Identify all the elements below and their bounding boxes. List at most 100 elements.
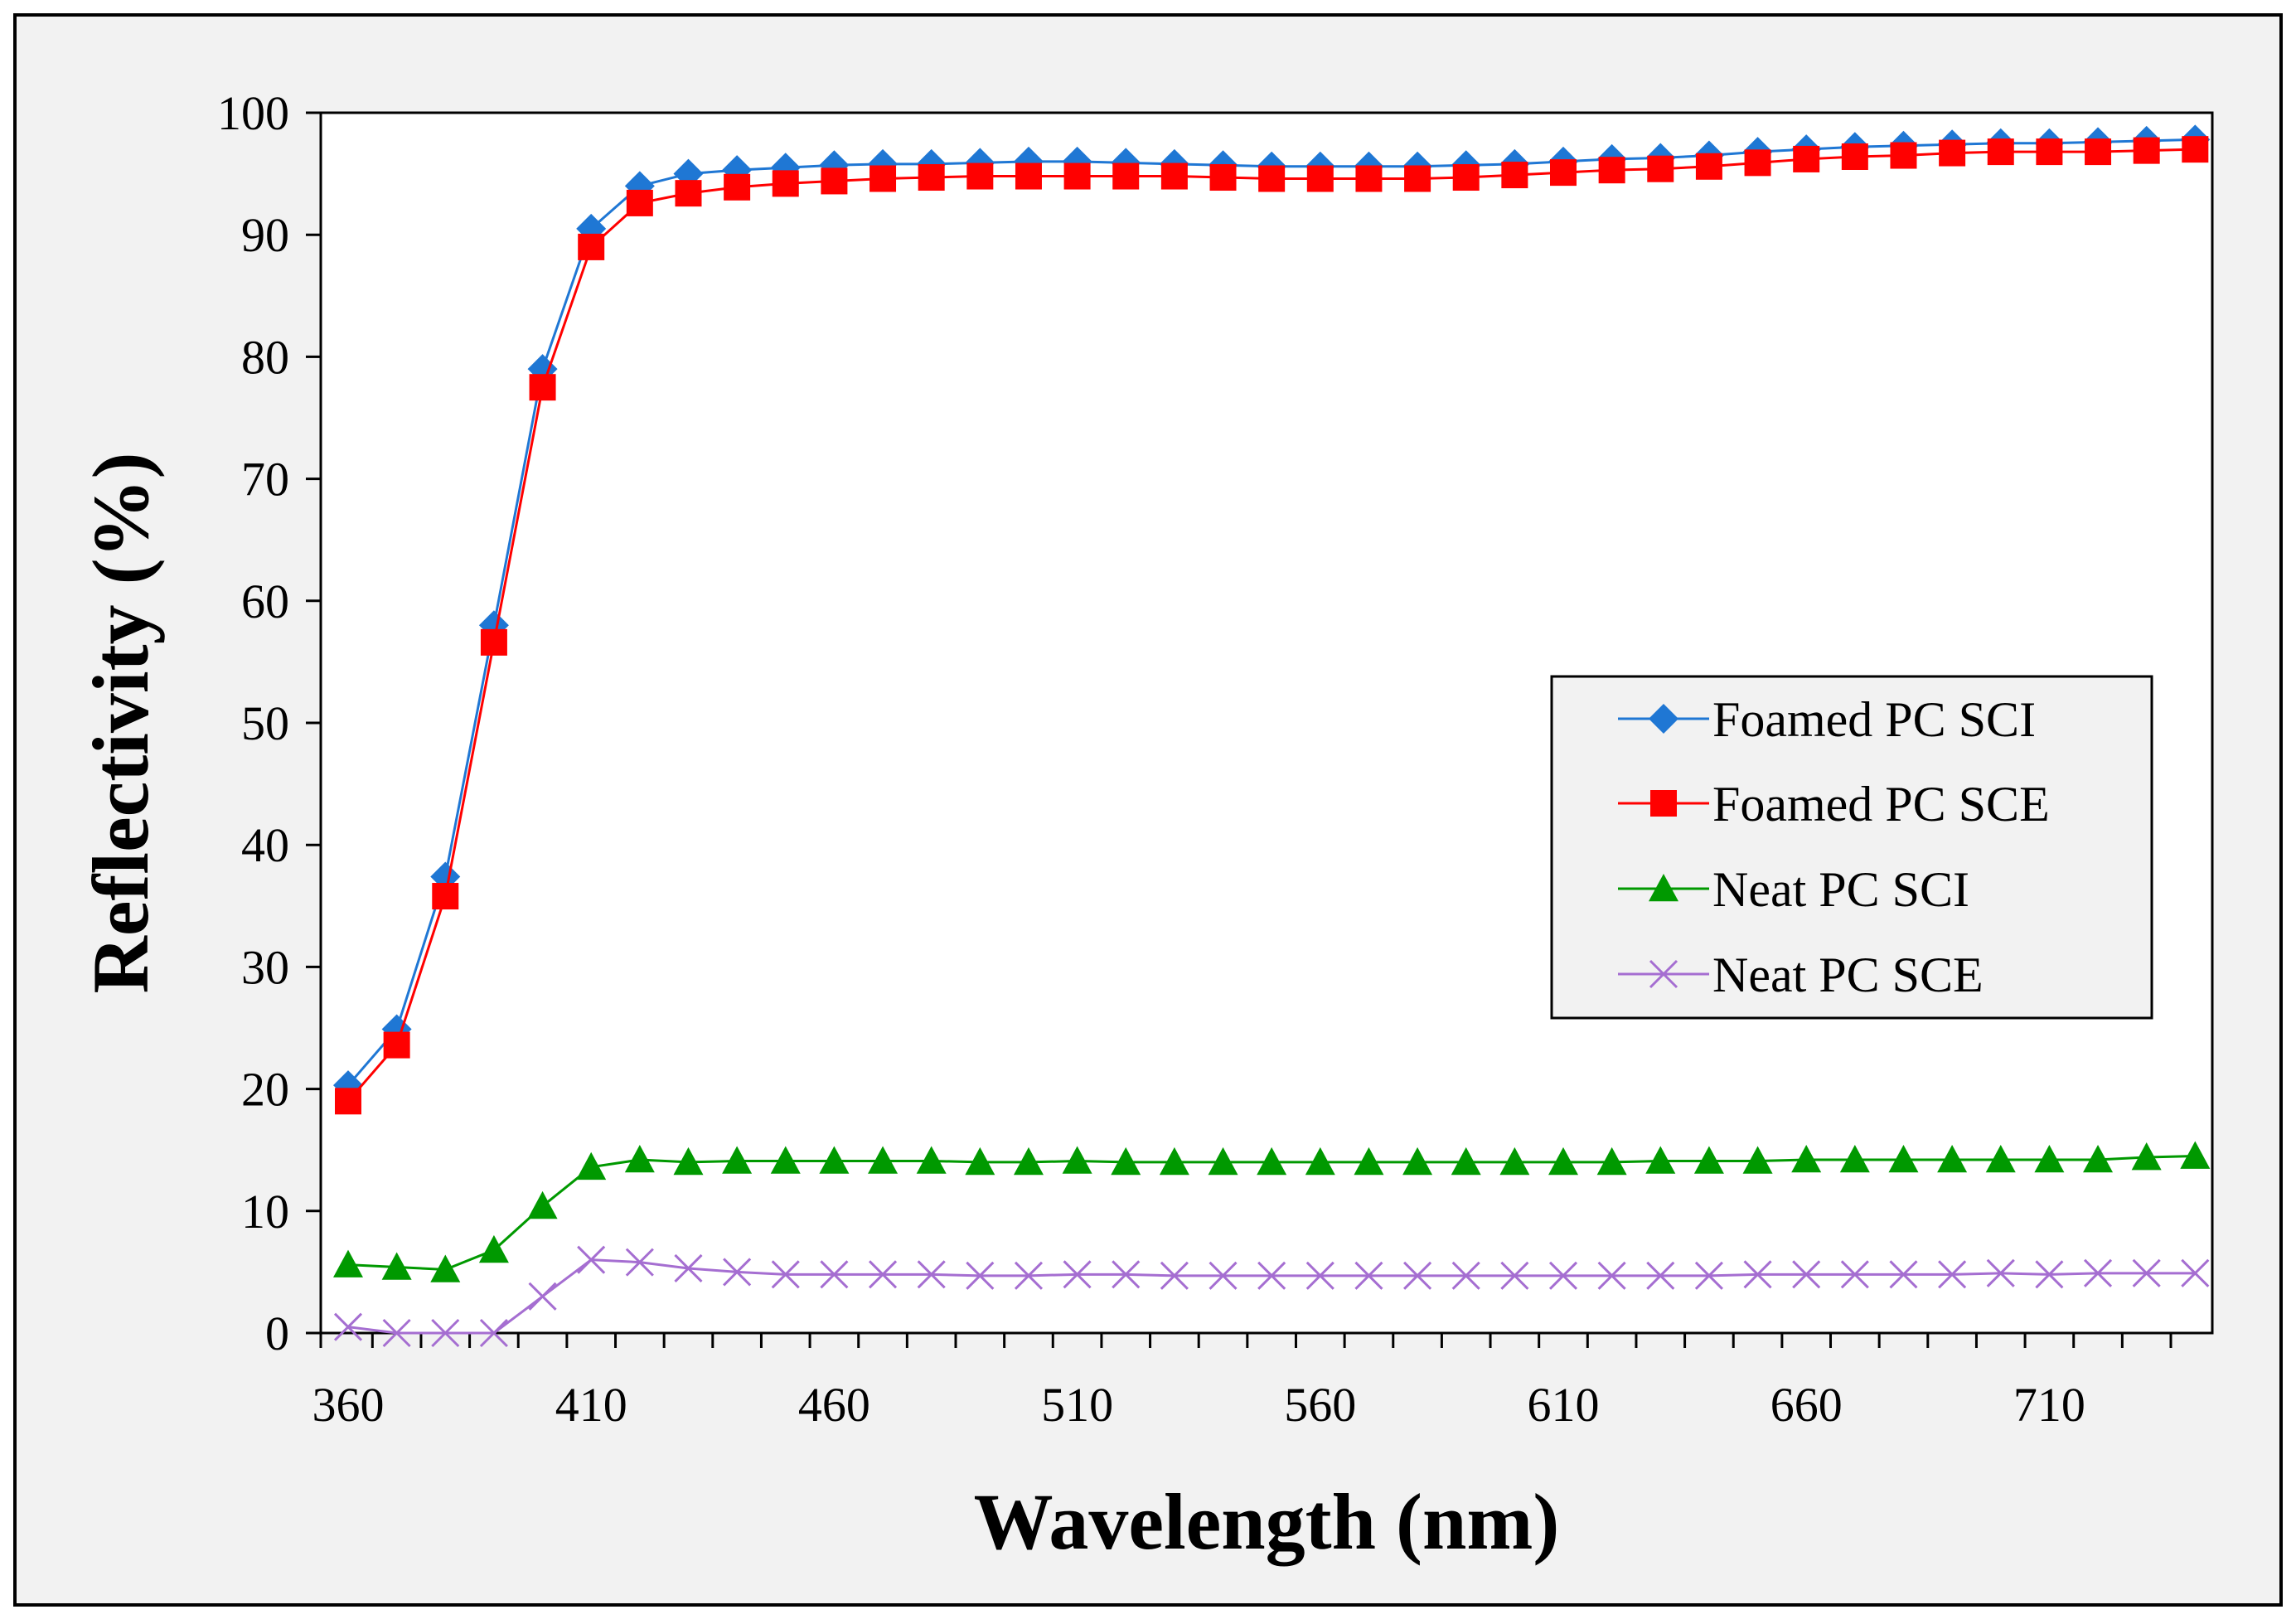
data-point-neat-pc-sce	[382, 1318, 411, 1348]
data-point-foamed-pc-sce	[1793, 145, 1820, 172]
marker-stroke	[1889, 1260, 1918, 1289]
y-tick-label: 100	[217, 86, 289, 140]
data-point-foamed-pc-sce	[1258, 165, 1286, 192]
data-point-neat-pc-sci	[1548, 1146, 1578, 1176]
data-point-neat-pc-sci	[673, 1146, 704, 1176]
marker-stroke	[431, 1318, 460, 1348]
data-point-neat-pc-sci	[1888, 1144, 1919, 1173]
data-point-foamed-pc-sce	[1695, 153, 1722, 180]
data-point-foamed-pc-sce	[1112, 162, 1140, 190]
data-point-neat-pc-sce	[1451, 1261, 1480, 1290]
data-point-neat-pc-sce	[1403, 1261, 1432, 1290]
data-point-foamed-pc-sce	[675, 180, 702, 207]
y-tick-label: 20	[241, 1063, 289, 1117]
marker-stroke	[1305, 1261, 1334, 1290]
data-point-foamed-pc-sce	[1841, 143, 1868, 170]
data-point-neat-pc-sce	[966, 1261, 995, 1290]
marker-stroke	[1354, 1261, 1383, 1290]
data-point-foamed-pc-sce	[383, 1031, 410, 1059]
data-point-neat-pc-sci	[1742, 1146, 1773, 1174]
data-point-foamed-pc-sce	[1647, 155, 1674, 182]
series-neat-pc-sce	[333, 1245, 2210, 1348]
y-tick-label: 70	[241, 453, 289, 507]
data-point-foamed-pc-sce	[1063, 162, 1091, 190]
data-point-foamed-pc-sce	[1355, 165, 1383, 192]
data-point-foamed-pc-sce	[869, 165, 897, 192]
data-point-neat-pc-sci	[1159, 1146, 1189, 1176]
marker-stroke	[1646, 1261, 1675, 1290]
marker-stroke	[1257, 1261, 1286, 1290]
data-point-neat-pc-sce	[1305, 1261, 1334, 1290]
marker-stroke	[1597, 1261, 1626, 1290]
x-tick-label: 460	[798, 1378, 870, 1432]
data-point-neat-pc-sce	[1938, 1260, 1967, 1289]
data-point-neat-pc-sce	[1063, 1260, 1092, 1289]
axis-ticks	[306, 111, 2172, 1348]
data-point-neat-pc-sci	[1305, 1146, 1335, 1176]
data-point-foamed-pc-sce	[1939, 139, 1966, 167]
data-point-neat-pc-sce	[2181, 1258, 2210, 1287]
data-point-foamed-pc-sce	[1404, 165, 1431, 192]
series-neat-pc-sci	[333, 1141, 2211, 1282]
marker-stroke	[771, 1260, 800, 1289]
data-point-neat-pc-sce	[1743, 1260, 1772, 1289]
data-point-neat-pc-sce	[1548, 1261, 1578, 1290]
marker-stroke	[1792, 1260, 1821, 1289]
data-point-neat-pc-sce	[2083, 1258, 2113, 1287]
marker-stroke	[528, 1282, 557, 1311]
data-point-neat-pc-sce	[625, 1248, 654, 1277]
legend-item-neat-pc-sce: Neat PC SCE	[1618, 948, 1984, 1002]
marker-stroke	[2132, 1258, 2161, 1287]
marker-stroke	[2181, 1258, 2210, 1287]
marker-stroke	[966, 1261, 995, 1290]
marker-stroke	[1403, 1261, 1432, 1290]
marker-stroke	[625, 1248, 654, 1277]
marker-stroke	[1649, 959, 1678, 989]
data-point-foamed-pc-sce	[1015, 162, 1042, 190]
y-tick-label: 40	[241, 818, 289, 872]
data-point-neat-pc-sce	[1792, 1260, 1821, 1289]
marker-stroke	[2035, 1260, 2064, 1289]
marker-stroke	[1209, 1261, 1238, 1290]
data-point-foamed-pc-sce	[2182, 136, 2209, 163]
data-point-neat-pc-sce	[1889, 1260, 1918, 1289]
data-point-neat-pc-sce	[1014, 1261, 1044, 1290]
data-point-foamed-pc-sce	[724, 173, 751, 201]
x-tick-label: 360	[312, 1378, 385, 1432]
marker-stroke	[1063, 1260, 1092, 1289]
data-point-neat-pc-sce	[528, 1282, 557, 1311]
legend-marker	[1649, 704, 1678, 734]
data-point-neat-pc-sce	[1500, 1261, 1529, 1290]
data-point-neat-pc-sci	[624, 1144, 655, 1173]
data-point-foamed-pc-sce	[772, 170, 799, 197]
legend: Foamed PC SCI Foamed PC SCE Neat PC SCI Nea…	[1550, 675, 2153, 1020]
legend-label: Neat PC SCI	[1712, 862, 1969, 917]
data-point-neat-pc-sci	[2131, 1142, 2162, 1171]
y-tick-label: 10	[241, 1185, 289, 1239]
data-point-neat-pc-sci	[1062, 1146, 1092, 1174]
data-point-neat-pc-sci	[868, 1146, 899, 1174]
data-point-foamed-pc-sce	[480, 628, 507, 656]
marker-stroke	[1160, 1261, 1189, 1290]
data-point-foamed-pc-sce	[918, 164, 945, 191]
legend-item-foamed-pc-sce: Foamed PC SCE	[1618, 777, 2050, 831]
data-point-foamed-pc-sce	[1890, 142, 1917, 169]
data-point-neat-pc-sce	[1986, 1258, 2015, 1287]
data-point-neat-pc-sci	[1839, 1144, 1870, 1173]
data-point-neat-pc-sci	[1645, 1146, 1676, 1174]
marker-stroke	[674, 1253, 703, 1283]
data-point-neat-pc-sci	[1354, 1146, 1384, 1176]
marker-stroke	[723, 1258, 752, 1287]
x-tick-label: 510	[1041, 1378, 1113, 1432]
legend-label: Neat PC SCE	[1712, 948, 1984, 1002]
data-point-neat-pc-sci	[381, 1252, 412, 1280]
data-point-neat-pc-sci	[2034, 1144, 2065, 1173]
data-point-neat-pc-sce	[1646, 1261, 1675, 1290]
data-point-foamed-pc-sce	[626, 189, 653, 216]
data-point-foamed-pc-sce	[2036, 138, 2063, 166]
data-point-neat-pc-sci	[965, 1146, 995, 1176]
data-point-neat-pc-sce	[479, 1318, 508, 1348]
data-point-foamed-pc-sce	[1501, 162, 1528, 189]
legend-marker	[1649, 959, 1678, 989]
data-point-foamed-pc-sce	[1209, 164, 1237, 191]
